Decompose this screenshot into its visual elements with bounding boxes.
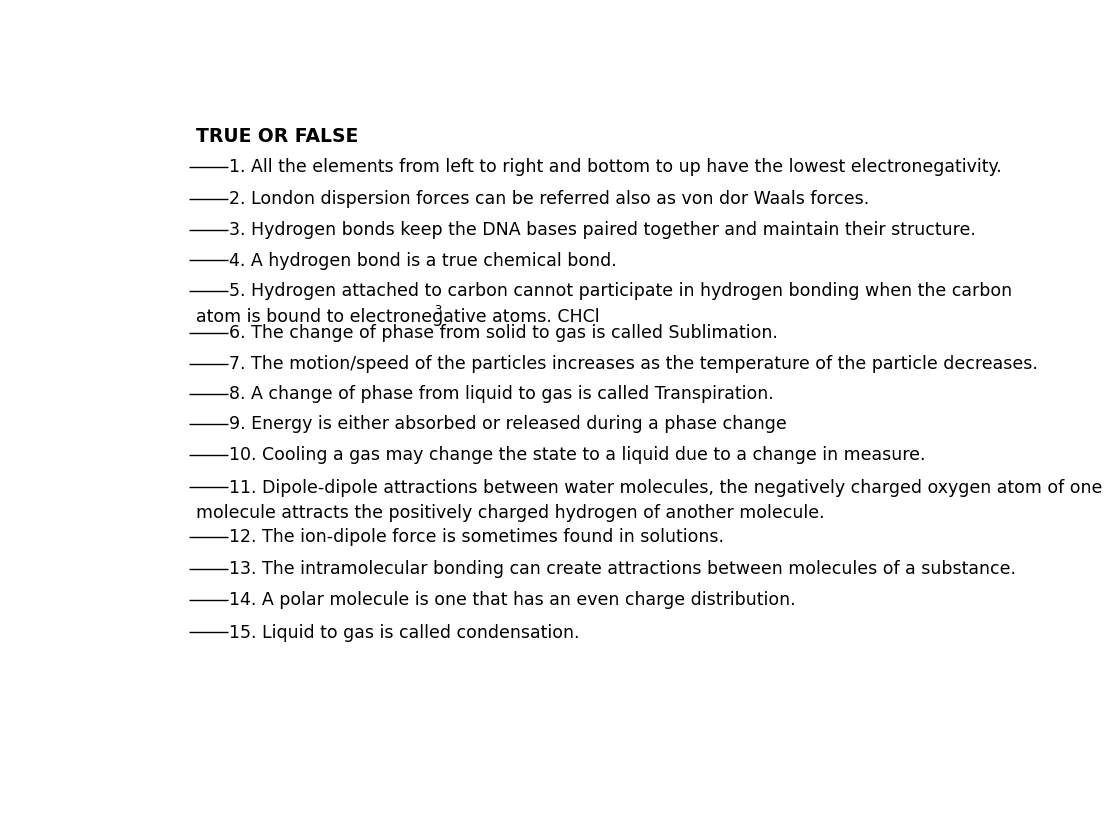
Text: molecule attracts the positively charged hydrogen of another molecule.: molecule attracts the positively charged… (195, 504, 824, 522)
Text: 12. The ion-dipole force is sometimes found in solutions.: 12. The ion-dipole force is sometimes fo… (230, 528, 725, 546)
Text: 9. Energy is either absorbed or released during a phase change: 9. Energy is either absorbed or released… (230, 415, 787, 433)
Text: 13. The intramolecular bonding can create attractions between molecules of a sub: 13. The intramolecular bonding can creat… (230, 560, 1016, 578)
Text: 10. Cooling a gas may change the state to a liquid due to a change in measure.: 10. Cooling a gas may change the state t… (230, 446, 925, 464)
Text: TRUE OR FALSE: TRUE OR FALSE (195, 127, 358, 146)
Text: 3. Hydrogen bonds keep the DNA bases paired together and maintain their structur: 3. Hydrogen bonds keep the DNA bases pai… (230, 221, 976, 239)
Text: 2. London dispersion forces can be referred also as von dor Waals forces.: 2. London dispersion forces can be refer… (230, 190, 870, 208)
Text: 8. A change of phase from liquid to gas is called Transpiration.: 8. A change of phase from liquid to gas … (230, 385, 774, 403)
Text: 6. The change of phase from solid to gas is called Sublimation.: 6. The change of phase from solid to gas… (230, 324, 778, 342)
Text: 7. The motion/speed of the particles increases as the temperature of the particl: 7. The motion/speed of the particles inc… (230, 355, 1038, 373)
Text: 14. A polar molecule is one that has an even charge distribution.: 14. A polar molecule is one that has an … (230, 591, 796, 609)
Text: 15. Liquid to gas is called condensation.: 15. Liquid to gas is called condensation… (230, 623, 580, 641)
Text: 3: 3 (435, 305, 442, 318)
Text: 5. Hydrogen attached to carbon cannot participate in hydrogen bonding when the c: 5. Hydrogen attached to carbon cannot pa… (230, 283, 1012, 301)
Text: 1. All the elements from left to right and bottom to up have the lowest electron: 1. All the elements from left to right a… (230, 158, 1002, 176)
Text: 4. A hydrogen bond is a true chemical bond.: 4. A hydrogen bond is a true chemical bo… (230, 251, 617, 269)
Text: atom is bound to electronegative atoms. CHCl: atom is bound to electronegative atoms. … (195, 308, 599, 326)
Text: 11. Dipole-dipole attractions between water molecules, the negatively charged ox: 11. Dipole-dipole attractions between wa… (230, 478, 1103, 496)
